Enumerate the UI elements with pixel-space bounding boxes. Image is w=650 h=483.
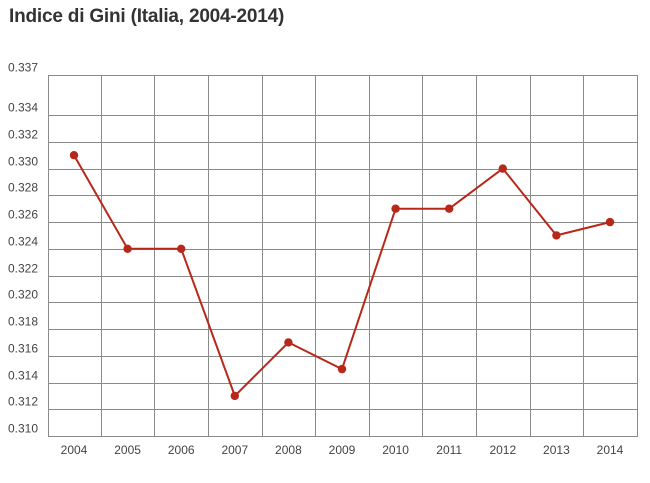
data-point: [123, 244, 132, 253]
y-tick-label: 0.318: [8, 315, 38, 329]
x-tick-label: 2011: [436, 443, 462, 457]
x-tick-label: 2010: [382, 443, 409, 457]
data-point: [177, 244, 186, 253]
x-tick-label: 2004: [61, 443, 88, 457]
data-point: [284, 338, 293, 347]
y-tick-label: 0.334: [8, 101, 38, 115]
y-tick-label: 0.316: [8, 342, 38, 356]
y-tick-label: 0.324: [8, 235, 38, 249]
chart-title: Indice di Gini (Italia, 2004-2014): [9, 6, 285, 27]
series-layer: [69, 151, 615, 401]
x-tick-label: 2014: [597, 443, 624, 457]
data-point: [498, 164, 507, 173]
y-axis-labels: 0.310 0.312 0.314 0.316 0.318 0.320 0.322 0.324…: [8, 61, 38, 436]
y-tick-label: 0.328: [8, 181, 38, 195]
y-tick-label: 0.320: [8, 288, 38, 302]
y-tick-label: 0.332: [8, 128, 38, 142]
y-tick-label: 0.330: [8, 155, 38, 169]
x-tick-label: 2008: [275, 443, 302, 457]
y-tick-label: 0.337: [8, 61, 38, 75]
x-tick-label: 2013: [543, 443, 570, 457]
data-point: [391, 204, 400, 213]
x-tick-label: 2007: [221, 443, 248, 457]
y-tick-label: 0.326: [8, 208, 38, 222]
x-tick-label: 2009: [329, 443, 356, 457]
data-point: [69, 151, 79, 160]
data-point: [445, 204, 454, 213]
y-tick-label: 0.322: [8, 262, 38, 276]
data-point: [552, 231, 561, 240]
data-point: [337, 364, 347, 374]
y-tick-label: 0.310: [8, 422, 38, 436]
data-point: [605, 217, 615, 227]
grid-layer: [48, 75, 638, 437]
x-tick-label: 2005: [114, 443, 141, 457]
data-point: [230, 391, 239, 401]
y-tick-label: 0.312: [8, 395, 38, 409]
x-tick-label: 2006: [168, 443, 195, 457]
x-axis-labels: 2004 2005 2006 2007 2008 2009 2010 2011 2012 2013…: [61, 443, 624, 457]
x-tick-label: 2012: [489, 443, 516, 457]
y-tick-label: 0.314: [8, 369, 38, 383]
